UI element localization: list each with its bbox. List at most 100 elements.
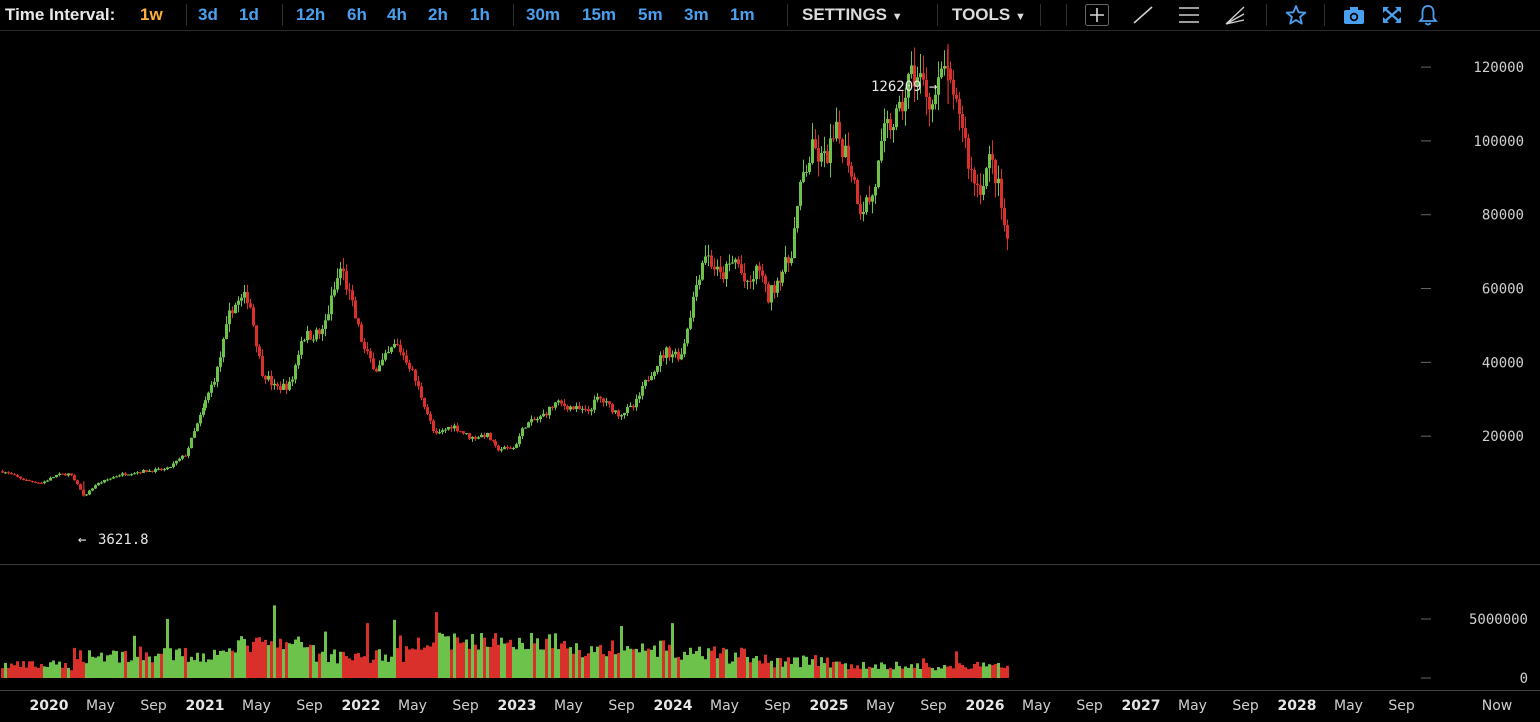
volume-bar xyxy=(285,642,288,678)
candle-body xyxy=(572,406,575,410)
candle-body xyxy=(650,376,653,381)
interval-6h[interactable]: 6h xyxy=(347,5,367,24)
volume-bar xyxy=(814,655,817,678)
star-icon[interactable] xyxy=(1283,3,1309,27)
fullscreen-icon[interactable] xyxy=(1379,3,1405,27)
bell-icon[interactable] xyxy=(1415,3,1441,27)
candle-body xyxy=(530,419,533,423)
volume-bar xyxy=(258,637,261,678)
candle-body xyxy=(213,381,216,385)
volume-bar xyxy=(677,657,680,678)
candle-body xyxy=(725,263,728,280)
candle-body xyxy=(139,472,142,474)
volume-bar xyxy=(611,640,614,678)
candle-body xyxy=(261,355,264,376)
interval-1w[interactable]: 1w xyxy=(140,5,163,24)
volume-bar xyxy=(417,637,420,678)
volume-bar xyxy=(130,660,133,678)
volume-bar xyxy=(61,667,64,678)
candle-body xyxy=(73,475,76,481)
fib-fan-icon[interactable] xyxy=(1222,3,1248,27)
volume-bar xyxy=(602,654,605,678)
candle-body xyxy=(300,341,303,355)
candle-body xyxy=(614,410,617,413)
volume-bar xyxy=(707,648,710,678)
volume-bar xyxy=(363,656,366,678)
volume-bar xyxy=(112,650,115,678)
candle-body xyxy=(1003,207,1006,226)
volume-bar xyxy=(970,668,973,678)
interval-1h[interactable]: 1h xyxy=(470,5,490,24)
candle-body xyxy=(276,383,279,387)
candle-body xyxy=(596,396,599,400)
volume-bar xyxy=(172,660,175,678)
candle-body xyxy=(542,413,545,417)
candle-body xyxy=(121,473,124,476)
volume-bar xyxy=(133,635,136,678)
volume-bar xyxy=(722,647,725,678)
volume-bar xyxy=(563,640,566,678)
candle-body xyxy=(402,352,405,356)
candle-body xyxy=(450,426,453,429)
candle-body xyxy=(339,268,342,279)
interval-30m[interactable]: 30m xyxy=(526,5,561,24)
tools-menu[interactable]: TOOLS ▼ xyxy=(952,2,1026,28)
time-tick-label: Sep xyxy=(764,698,791,714)
interval-12h[interactable]: 12h xyxy=(296,5,326,24)
candle-body xyxy=(441,430,444,433)
price-tick-label: 80000 xyxy=(1482,208,1524,224)
volume-bar xyxy=(796,657,799,678)
camera-icon[interactable] xyxy=(1341,3,1367,27)
volume-bar xyxy=(647,648,650,678)
volume-bar xyxy=(892,669,895,678)
candle-body xyxy=(539,416,542,420)
candle-body xyxy=(635,398,638,408)
candle-body xyxy=(315,329,318,340)
volume-bar xyxy=(662,640,665,678)
volume-bar xyxy=(97,656,100,678)
time-tick-label: May xyxy=(554,698,583,714)
interval-4h[interactable]: 4h xyxy=(387,5,407,24)
candle-body xyxy=(497,445,500,451)
candle-body xyxy=(417,381,420,387)
interval-1m[interactable]: 1m xyxy=(730,5,755,24)
low-label: 3621.8 xyxy=(98,532,149,548)
interval-15m[interactable]: 15m xyxy=(582,5,617,24)
volume-bar xyxy=(279,638,282,678)
interval-3m[interactable]: 3m xyxy=(684,5,709,24)
price-chart[interactable]: 120000 100000 80000 60000 40000 20000 5000000… xyxy=(0,30,1540,722)
volume-bar xyxy=(121,651,124,678)
volume-bar xyxy=(910,664,913,678)
candle-body xyxy=(43,481,46,484)
candle-body xyxy=(886,119,889,124)
trend-line-icon[interactable] xyxy=(1130,3,1156,27)
candle-body xyxy=(701,262,704,280)
candle-body xyxy=(907,74,910,98)
candle-body xyxy=(49,477,52,481)
candle-body xyxy=(309,330,312,340)
candle-body xyxy=(471,436,474,439)
candle-body xyxy=(608,401,611,405)
volume-bar xyxy=(832,661,835,678)
candle-body xyxy=(874,186,877,196)
horizontal-lines-icon[interactable] xyxy=(1176,3,1202,27)
candle-body xyxy=(949,68,952,80)
interval-2h[interactable]: 2h xyxy=(428,5,448,24)
interval-3d[interactable]: 3d xyxy=(198,5,218,24)
candle-body xyxy=(790,258,793,264)
volume-bar xyxy=(216,654,219,678)
candle-body xyxy=(330,295,333,315)
volume-bar xyxy=(52,660,55,678)
volume-bar xyxy=(895,661,898,678)
volume-bar xyxy=(635,648,638,678)
interval-5m[interactable]: 5m xyxy=(638,5,663,24)
candle-body xyxy=(237,300,240,305)
candle-body xyxy=(536,419,539,421)
candle-body xyxy=(127,474,130,476)
crosshair-icon[interactable] xyxy=(1084,3,1110,27)
volume-bar xyxy=(453,633,456,678)
volume-bar xyxy=(423,647,426,678)
settings-menu[interactable]: SETTINGS ▼ xyxy=(802,2,903,28)
interval-1d[interactable]: 1d xyxy=(239,5,259,24)
volume-bar xyxy=(294,639,297,678)
